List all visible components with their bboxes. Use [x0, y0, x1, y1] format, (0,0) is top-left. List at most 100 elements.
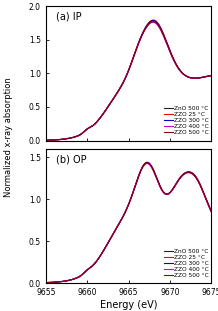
- ZZO 400 °C: [44, 138, 47, 142]
- ZZO 300 °C: [146, 161, 148, 165]
- Line: ZZO 300 °C: ZZO 300 °C: [46, 21, 211, 140]
- ZZO 300 °C: [119, 219, 122, 223]
- Line: ZZO 25 °C: ZZO 25 °C: [46, 20, 211, 140]
- ZZO 300 °C: [210, 74, 213, 77]
- ZZO 300 °C: [87, 267, 90, 271]
- ZZO 400 °C: [44, 281, 47, 285]
- ZZO 300 °C: [87, 126, 90, 130]
- ZZO 400 °C: [155, 177, 158, 181]
- Text: (a) IP: (a) IP: [56, 12, 81, 21]
- ZZO 25 °C: [155, 176, 158, 179]
- ZZO 300 °C: [142, 30, 145, 33]
- ZZO 500 °C: [74, 135, 76, 139]
- ZZO 400 °C: [142, 164, 145, 168]
- ZZO 500 °C: [119, 85, 122, 89]
- ZZO 25 °C: [169, 190, 172, 193]
- ZnO 500 °C: [44, 138, 47, 142]
- Text: (b) OP: (b) OP: [56, 154, 86, 164]
- ZZO 25 °C: [74, 135, 76, 139]
- ZZO 25 °C: [87, 126, 90, 130]
- ZZO 25 °C: [155, 20, 158, 24]
- ZZO 400 °C: [152, 20, 154, 24]
- Text: Normalized x-ray absorption: Normalized x-ray absorption: [4, 77, 13, 197]
- ZnO 500 °C: [44, 281, 47, 285]
- ZZO 300 °C: [152, 19, 154, 22]
- ZZO 400 °C: [146, 162, 148, 165]
- ZZO 500 °C: [119, 219, 122, 223]
- ZnO 500 °C: [146, 161, 148, 165]
- ZZO 500 °C: [142, 31, 145, 35]
- ZZO 500 °C: [142, 164, 145, 168]
- ZZO 500 °C: [87, 126, 90, 130]
- ZZO 25 °C: [74, 277, 76, 281]
- ZZO 400 °C: [169, 190, 172, 194]
- ZZO 500 °C: [44, 138, 47, 142]
- ZZO 400 °C: [74, 277, 76, 281]
- ZnO 500 °C: [169, 190, 172, 193]
- Line: ZnO 500 °C: ZnO 500 °C: [46, 163, 211, 283]
- ZZO 300 °C: [142, 164, 145, 167]
- ZZO 500 °C: [74, 277, 76, 281]
- ZnO 500 °C: [74, 277, 76, 281]
- ZnO 500 °C: [74, 135, 76, 139]
- ZZO 500 °C: [87, 267, 90, 271]
- Legend: ZnO 500 °C, ZZO 25 °C, ZZO 300 °C, ZZO 400 °C, ZZO 500 °C: ZnO 500 °C, ZZO 25 °C, ZZO 300 °C, ZZO 4…: [163, 248, 210, 279]
- ZZO 400 °C: [119, 219, 122, 222]
- Line: ZZO 400 °C: ZZO 400 °C: [46, 22, 211, 140]
- ZZO 25 °C: [119, 85, 122, 89]
- ZnO 500 °C: [169, 51, 172, 55]
- ZZO 300 °C: [74, 135, 76, 139]
- ZZO 25 °C: [210, 210, 213, 213]
- Legend: ZnO 500 °C, ZZO 25 °C, ZZO 300 °C, ZZO 400 °C, ZZO 500 °C: ZnO 500 °C, ZZO 25 °C, ZZO 300 °C, ZZO 4…: [163, 105, 210, 136]
- ZZO 300 °C: [119, 85, 122, 89]
- ZZO 300 °C: [155, 21, 158, 24]
- ZZO 500 °C: [210, 210, 213, 214]
- ZZO 25 °C: [87, 267, 90, 271]
- ZZO 400 °C: [210, 210, 213, 214]
- Line: ZnO 500 °C: ZnO 500 °C: [46, 21, 211, 140]
- ZZO 300 °C: [210, 210, 213, 214]
- ZnO 500 °C: [155, 21, 158, 24]
- ZZO 300 °C: [44, 281, 47, 285]
- ZnO 500 °C: [210, 74, 213, 77]
- ZZO 500 °C: [44, 281, 47, 285]
- ZZO 500 °C: [210, 74, 213, 77]
- ZZO 500 °C: [169, 51, 172, 55]
- ZZO 400 °C: [210, 74, 213, 77]
- ZZO 400 °C: [74, 135, 76, 139]
- ZZO 25 °C: [44, 138, 47, 142]
- ZnO 500 °C: [87, 267, 90, 271]
- ZZO 25 °C: [152, 18, 155, 22]
- ZZO 400 °C: [87, 267, 90, 271]
- X-axis label: Energy (eV): Energy (eV): [100, 300, 157, 310]
- ZnO 500 °C: [210, 210, 213, 214]
- ZnO 500 °C: [142, 30, 145, 33]
- ZZO 400 °C: [169, 52, 172, 56]
- ZZO 300 °C: [169, 51, 172, 55]
- ZZO 25 °C: [146, 160, 149, 164]
- ZZO 25 °C: [210, 74, 213, 77]
- Line: ZZO 25 °C: ZZO 25 °C: [46, 162, 211, 283]
- ZZO 300 °C: [169, 190, 172, 193]
- ZZO 25 °C: [119, 219, 122, 223]
- ZZO 400 °C: [155, 22, 158, 26]
- Line: ZZO 400 °C: ZZO 400 °C: [46, 164, 211, 283]
- ZZO 25 °C: [142, 163, 145, 167]
- ZZO 300 °C: [155, 176, 158, 180]
- ZnO 500 °C: [119, 85, 122, 89]
- ZZO 25 °C: [142, 30, 145, 33]
- ZZO 500 °C: [155, 176, 158, 180]
- ZZO 500 °C: [146, 161, 149, 165]
- ZnO 500 °C: [155, 176, 158, 180]
- ZZO 400 °C: [87, 126, 90, 130]
- ZZO 500 °C: [155, 21, 158, 25]
- ZZO 400 °C: [142, 30, 145, 34]
- ZZO 25 °C: [169, 50, 172, 54]
- ZZO 300 °C: [74, 277, 76, 281]
- ZZO 500 °C: [169, 190, 172, 194]
- ZZO 500 °C: [152, 20, 154, 24]
- ZZO 400 °C: [119, 85, 122, 89]
- ZZO 25 °C: [44, 281, 47, 285]
- ZnO 500 °C: [119, 219, 122, 223]
- Line: ZZO 500 °C: ZZO 500 °C: [46, 22, 211, 140]
